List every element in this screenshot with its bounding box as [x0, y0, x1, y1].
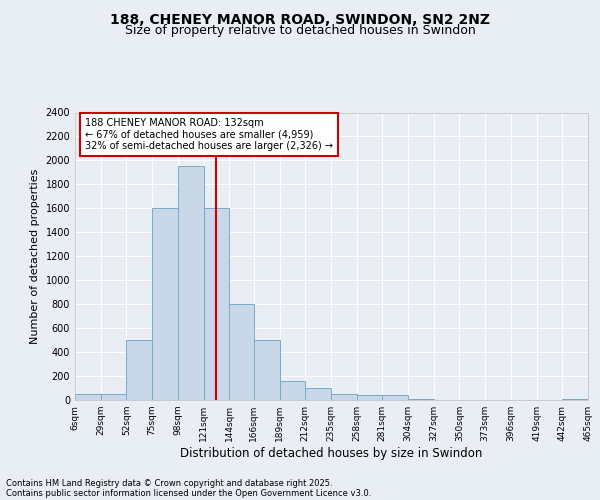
Text: Contains public sector information licensed under the Open Government Licence v3: Contains public sector information licen… — [6, 488, 371, 498]
Bar — [127, 340, 152, 400]
Bar — [254, 340, 280, 400]
Text: Size of property relative to detached houses in Swindon: Size of property relative to detached ho… — [125, 24, 475, 37]
Bar — [229, 304, 254, 400]
Bar — [203, 208, 229, 400]
Bar — [178, 166, 203, 400]
Bar — [331, 394, 356, 400]
Text: Contains HM Land Registry data © Crown copyright and database right 2025.: Contains HM Land Registry data © Crown c… — [6, 478, 332, 488]
Bar — [152, 208, 178, 400]
Bar — [280, 381, 305, 400]
Text: 188, CHENEY MANOR ROAD, SWINDON, SN2 2NZ: 188, CHENEY MANOR ROAD, SWINDON, SN2 2NZ — [110, 12, 490, 26]
Bar — [382, 395, 408, 400]
Text: 188 CHENEY MANOR ROAD: 132sqm
← 67% of detached houses are smaller (4,959)
32% o: 188 CHENEY MANOR ROAD: 132sqm ← 67% of d… — [85, 118, 333, 152]
Bar — [75, 394, 101, 400]
Bar — [356, 395, 382, 400]
X-axis label: Distribution of detached houses by size in Swindon: Distribution of detached houses by size … — [181, 447, 482, 460]
Bar — [101, 394, 127, 400]
Y-axis label: Number of detached properties: Number of detached properties — [30, 168, 40, 344]
Bar — [305, 388, 331, 400]
